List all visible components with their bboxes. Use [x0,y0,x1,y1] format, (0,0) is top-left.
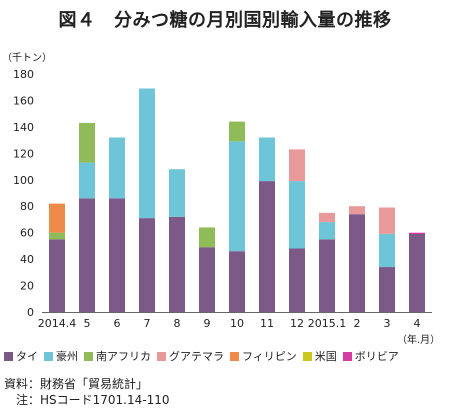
legend-label: タイ [16,350,38,363]
legend-swatch [302,352,312,361]
legend-item: 豪州 [44,348,78,364]
legend-label: 米国 [314,350,337,363]
bar-segment [79,122,95,163]
bar-segment [349,206,365,215]
y-tick-label: 140 [13,121,34,134]
x-tick-label: 7 [144,317,151,330]
bar-segment [379,234,395,268]
source-line: 資料：財務省「貿易統計」 [4,377,149,391]
legend-label: ボリビア [354,350,399,363]
y-tick-label: 120 [13,147,34,160]
x-tick-label: 12 [290,317,304,330]
y-axis: 0 20 40 60 80 100 120 140 160 180 [13,68,34,319]
bar-segment [49,232,65,240]
legend-item: フィリピン [230,348,297,364]
bar-segment [199,247,215,312]
y-tick-label: 80 [20,200,34,213]
legend-item: 米国 [302,348,337,364]
legend-label: 豪州 [56,350,78,363]
bar-segment [409,232,425,234]
x-tick-label: 4 [414,317,421,330]
bar-segment [229,121,245,142]
y-axis-unit-label: （千トン） [2,52,52,64]
legend-label: グアテマラ [169,350,224,363]
bar-segment [49,239,65,312]
y-tick-label: 100 [13,174,34,187]
legend: タイ 豪州 南アフリカ グアテマラ フィリピン 米国 ボリビア [4,348,450,364]
bar-segment [349,214,365,312]
note-line: 注：HSコード1701.14-110 [4,393,170,407]
bar-segment [109,198,125,312]
bar-segment [319,212,335,223]
legend-item: グアテマラ [157,348,224,364]
bar-segment [79,162,95,199]
source-note: 資料：財務省「貿易統計」 注：HSコード1701.14-110 [4,376,170,408]
legend-item: ボリビア [342,348,399,364]
bar-segment [289,248,305,312]
bar-segment [139,218,155,312]
bar-segment [139,88,155,219]
legend-item: タイ [4,348,38,364]
bar-segment [409,234,425,312]
y-tick-label: 0 [27,306,34,319]
bar-segment [229,141,245,252]
x-tick-label: 2015.1 [308,317,347,330]
bar-segment [169,169,185,217]
bars [49,88,425,312]
y-tick-label: 180 [13,68,34,81]
x-tick-label: 3 [384,317,391,330]
legend-label: フィリピン [242,350,297,363]
x-tick-label: 2014.4 [38,317,77,330]
bar-segment [319,222,335,240]
legend-swatch [4,352,13,361]
legend-label: 南アフリカ [96,350,151,363]
y-tick-label: 60 [20,227,34,240]
y-tick-label: 40 [20,253,34,266]
chart: （千トン） 0 20 40 60 80 100 120 140 160 180 2014.4 5 6 7… [2,52,440,345]
chart-title: 図４ 分みつ糖の月別国別輸入量の推移 [58,10,392,31]
bar-segment [259,137,275,182]
bar-segment [109,137,125,199]
bar-segment [259,181,275,312]
x-axis: 2014.4 5 6 7 8 9 10 11 12 2015.1 2 3 4 [38,317,421,330]
x-tick-label: 5 [84,317,91,330]
x-tick-label: 10 [230,317,244,330]
y-tick-label: 20 [20,280,34,293]
x-tick-label: 9 [204,317,211,330]
bar-segment [289,181,305,249]
legend-swatch [230,352,239,361]
legend-item: 南アフリカ [84,348,151,364]
bar-segment [379,267,395,312]
bar-segment [49,203,65,233]
legend-swatch [157,352,166,361]
legend-swatch [84,352,93,361]
x-tick-label: 11 [260,317,274,330]
x-tick-label: 8 [174,317,181,330]
legend-swatch [342,352,352,361]
y-tick-label: 160 [13,94,34,107]
bar-segment [289,149,305,182]
bar-segment [79,198,95,312]
legend-swatch [44,352,53,361]
bar-segment [379,207,395,234]
x-tick-label: 6 [114,317,121,330]
bar-segment [319,239,335,312]
bar-segment [169,216,185,312]
bar-segment [199,227,215,248]
x-axis-unit-label: （年.月） [397,333,440,345]
x-tick-label: 2 [354,317,361,330]
bar-segment [229,251,245,312]
